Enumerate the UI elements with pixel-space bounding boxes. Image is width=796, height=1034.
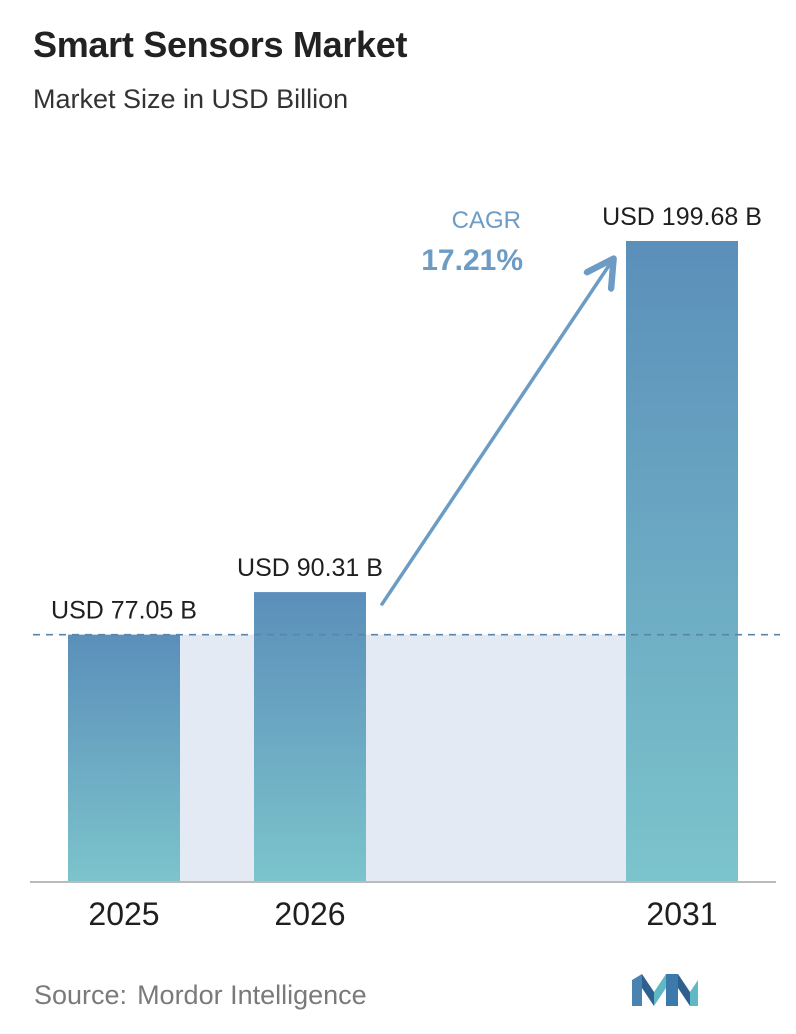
bar-2026 — [254, 592, 366, 882]
source-label: Source: — [34, 980, 128, 1010]
cagr-value: 17.21% — [421, 244, 523, 277]
bar-chart: USD 77.05 B USD 90.31 B USD 199.68 B 2025 20… — [30, 203, 780, 932]
x-tick-label-2031: 2031 — [646, 896, 717, 932]
source-note: Source: Mordor Intelligence — [34, 980, 367, 1011]
value-label-2025: USD 77.05 B — [51, 597, 197, 625]
mordor-intelligence-logo — [632, 974, 698, 1006]
chart-title: Smart Sensors Market — [33, 24, 408, 65]
cagr-label: CAGR — [452, 207, 521, 234]
source-name: Mordor Intelligence — [137, 980, 367, 1010]
value-label-2031: USD 199.68 B — [602, 203, 762, 231]
bar-2031 — [626, 241, 738, 882]
bar-2025 — [68, 634, 180, 882]
value-label-2026: USD 90.31 B — [237, 554, 383, 582]
chart-subtitle: Market Size in USD Billion — [33, 84, 349, 114]
x-tick-label-2026: 2026 — [274, 896, 345, 932]
cagr-arrow — [380, 261, 612, 606]
x-tick-label-2025: 2025 — [88, 896, 159, 932]
